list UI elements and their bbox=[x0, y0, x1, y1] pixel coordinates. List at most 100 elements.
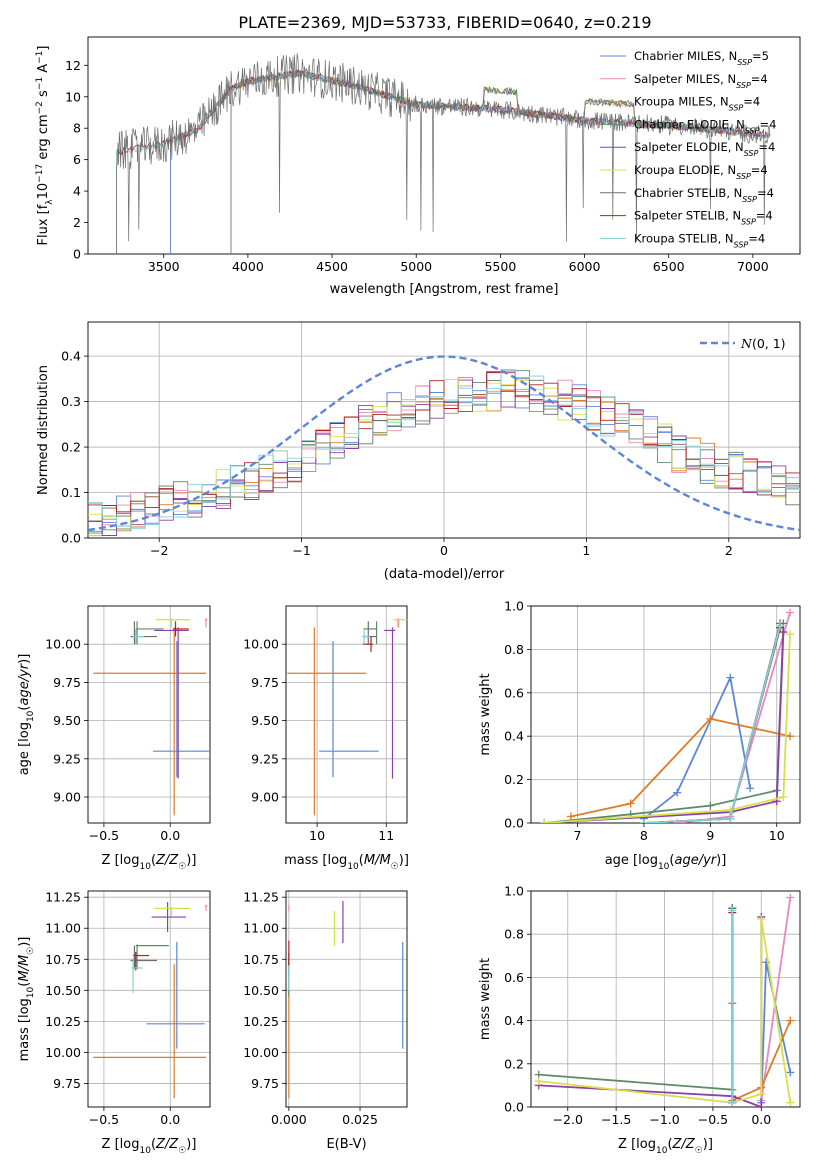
residual-ylabel: Normed distribution bbox=[36, 365, 51, 495]
label-part: ] bbox=[17, 654, 32, 659]
label-part: age [log bbox=[605, 853, 658, 868]
label-part: −1 bbox=[35, 77, 45, 90]
legend-n: =4 bbox=[760, 117, 777, 131]
x-tick-label: 0 bbox=[440, 543, 448, 558]
weight-marker bbox=[786, 893, 795, 902]
label-part: mass [log bbox=[17, 998, 32, 1061]
weight-vs-age-ylabel: mass weight bbox=[478, 673, 493, 755]
age-vs-Z-xlabel: Z [log10(Z/Z☉)] bbox=[102, 853, 197, 872]
weight-vs-Z-xlabel: Z [log10(Z/Z☉)] bbox=[618, 1137, 713, 1156]
label-part: −2 bbox=[35, 101, 45, 114]
weight-vs-Z-ylabel: mass weight bbox=[478, 958, 493, 1040]
legend-sub: SSP bbox=[729, 103, 744, 112]
label-part: λ bbox=[45, 199, 55, 205]
label-part: ) bbox=[17, 659, 32, 664]
legend-label: Kroupa STELIB, NSSP=4 bbox=[634, 231, 765, 249]
plot-layer: 3500 4000 4500 5000 5500 6000 6500 700002468101… bbox=[17, 36, 801, 1156]
weight-marker bbox=[726, 814, 735, 823]
y-tick-label: 6 bbox=[73, 152, 81, 167]
legend-sub: SSP bbox=[744, 149, 759, 158]
weight-marker bbox=[786, 608, 795, 617]
label-part: Z/Z bbox=[672, 1137, 696, 1152]
legend-sub: SSP bbox=[745, 126, 760, 135]
x-tick-label: 0.0 bbox=[160, 828, 180, 843]
age-vs-mass-xlabel: mass [log10(M/M☉)] bbox=[284, 853, 409, 872]
weight-series-kroupa-stelib bbox=[643, 625, 781, 823]
x-tick-label: −2.0 bbox=[553, 1112, 583, 1127]
x-tick-label: 1 bbox=[582, 543, 590, 558]
x-tick-label: 5500 bbox=[484, 259, 516, 274]
label-part: ( bbox=[669, 853, 674, 868]
y-tick-label: 10.25 bbox=[45, 1014, 81, 1029]
label-part: ] bbox=[17, 937, 32, 942]
weight-series-kroupa-miles bbox=[570, 717, 791, 818]
x-tick-label: 0.000 bbox=[271, 1112, 307, 1127]
age-vs-Z-points bbox=[93, 618, 210, 816]
legend-normal-args: (0, 1) bbox=[752, 336, 786, 351]
label-part: 10 bbox=[36, 183, 51, 200]
y-tick-label: 12 bbox=[65, 58, 81, 73]
x-tick-label: 8 bbox=[640, 828, 648, 843]
legend-n: =4 bbox=[756, 209, 773, 223]
label-part: A bbox=[36, 64, 51, 77]
label-part: ] bbox=[191, 853, 196, 868]
label-part: ) bbox=[716, 853, 721, 868]
spectrum-series-chabrier-stelib bbox=[116, 53, 771, 254]
y-tick-label: 1.0 bbox=[504, 884, 524, 899]
y-tick-label: 0.8 bbox=[504, 642, 524, 657]
mass-vs-Z-ylabel: mass [log10(M/M☉)] bbox=[17, 937, 36, 1062]
legend-label: Kroupa MILES, NSSP=4 bbox=[634, 95, 760, 113]
spectrum-axes: 3500 4000 4500 5000 5500 6000 6500 7000 0 2 4 6 8 10 1… bbox=[65, 36, 801, 274]
x-tick-label: −1 bbox=[292, 543, 310, 558]
weight-marker bbox=[673, 788, 682, 797]
x-tick-label: 10 bbox=[309, 828, 325, 843]
weight-series-salpeter-miles bbox=[760, 897, 792, 1101]
y-tick-label: 10.00 bbox=[45, 1045, 81, 1060]
label-part: ( bbox=[667, 1137, 672, 1152]
axes-frame bbox=[87, 890, 211, 1108]
y-tick-label: 0.4 bbox=[61, 349, 81, 364]
label-part: age/yr bbox=[674, 853, 717, 868]
label-part: 10 bbox=[656, 1146, 668, 1156]
y-tick-label: 0.8 bbox=[504, 927, 524, 942]
y-tick-label: 0.6 bbox=[504, 970, 524, 985]
y-tick-label: 11.25 bbox=[243, 890, 279, 905]
label-part: ( bbox=[17, 706, 32, 711]
y-tick-label: 0.3 bbox=[61, 394, 81, 409]
legend-model: Salpeter STELIB, N bbox=[634, 209, 741, 223]
axes-frame bbox=[87, 321, 801, 539]
y-tick-label: 0.2 bbox=[61, 440, 81, 455]
age-vs-Z-ylabel: age [log10(age/yr)] bbox=[17, 654, 36, 776]
y-tick-label: 0.2 bbox=[504, 772, 524, 787]
label-part: ] bbox=[36, 46, 51, 51]
legend-sub: SSP bbox=[736, 172, 751, 181]
x-tick-label: −0.5 bbox=[89, 1112, 119, 1127]
weight-marker bbox=[639, 819, 648, 823]
x-tick-label: 9 bbox=[706, 828, 714, 843]
label-part: ) bbox=[186, 1137, 191, 1152]
weight-marker bbox=[786, 1098, 795, 1107]
legend-sub: SSP bbox=[742, 194, 757, 203]
label-part: ☉ bbox=[695, 1146, 703, 1156]
y-tick-label: 0.0 bbox=[504, 1100, 524, 1115]
y-tick-label: 0.4 bbox=[504, 1013, 524, 1028]
y-tick-label: 9.75 bbox=[53, 675, 81, 690]
label-part: ( bbox=[359, 853, 364, 868]
weight-marker bbox=[786, 630, 795, 639]
age-vs-mass-axes: 10 11 9.00 9.25 9.50 9.75 10.00 bbox=[243, 605, 408, 843]
label-part: 10 bbox=[139, 1146, 151, 1156]
label-part: ( bbox=[151, 853, 156, 868]
axes-frame bbox=[530, 605, 801, 824]
label-part: s bbox=[36, 90, 51, 101]
weight-vs-Z-lines bbox=[534, 893, 795, 1107]
axes-frame bbox=[87, 36, 801, 255]
label-part: 10 bbox=[658, 862, 670, 872]
weight-marker bbox=[726, 673, 735, 682]
weight-marker bbox=[673, 819, 682, 823]
legend-model: Salpeter MILES, N bbox=[634, 72, 736, 86]
weight-vs-age-xlabel: age [log10(age/yr)] bbox=[605, 853, 727, 872]
x-tick-label: −1.5 bbox=[601, 1112, 631, 1127]
weight-marker bbox=[706, 801, 715, 810]
y-tick-label: 9.25 bbox=[53, 751, 81, 766]
label-part: Z [log bbox=[102, 853, 140, 868]
